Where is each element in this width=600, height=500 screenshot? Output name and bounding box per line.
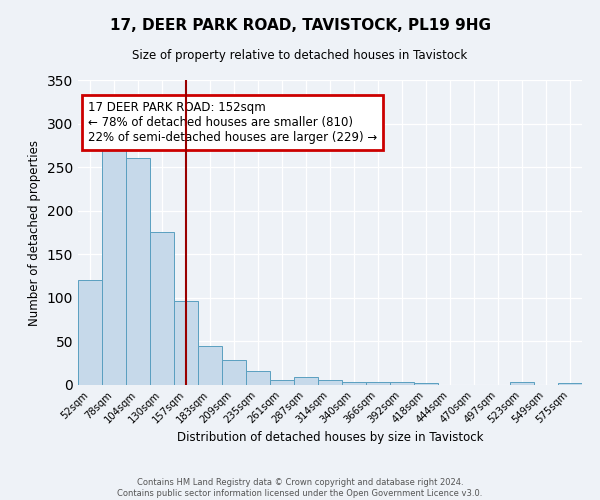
Bar xyxy=(510,382,534,385)
Bar xyxy=(390,382,414,385)
Text: Size of property relative to detached houses in Tavistock: Size of property relative to detached ho… xyxy=(133,48,467,62)
Bar xyxy=(318,380,342,385)
Bar xyxy=(198,346,222,385)
Bar xyxy=(222,360,246,385)
Bar xyxy=(126,158,150,385)
Bar xyxy=(558,384,582,385)
Bar xyxy=(174,302,198,385)
X-axis label: Distribution of detached houses by size in Tavistock: Distribution of detached houses by size … xyxy=(177,431,483,444)
Y-axis label: Number of detached properties: Number of detached properties xyxy=(28,140,41,326)
Bar xyxy=(150,232,174,385)
Bar xyxy=(246,371,270,385)
Bar xyxy=(102,140,126,385)
Bar xyxy=(342,382,366,385)
Bar xyxy=(270,380,294,385)
Bar xyxy=(414,384,438,385)
Text: 17 DEER PARK ROAD: 152sqm
← 78% of detached houses are smaller (810)
22% of semi: 17 DEER PARK ROAD: 152sqm ← 78% of detac… xyxy=(88,102,377,144)
Text: Contains HM Land Registry data © Crown copyright and database right 2024.
Contai: Contains HM Land Registry data © Crown c… xyxy=(118,478,482,498)
Bar xyxy=(294,377,318,385)
Text: 17, DEER PARK ROAD, TAVISTOCK, PL19 9HG: 17, DEER PARK ROAD, TAVISTOCK, PL19 9HG xyxy=(110,18,491,32)
Bar xyxy=(366,382,390,385)
Bar xyxy=(78,280,102,385)
